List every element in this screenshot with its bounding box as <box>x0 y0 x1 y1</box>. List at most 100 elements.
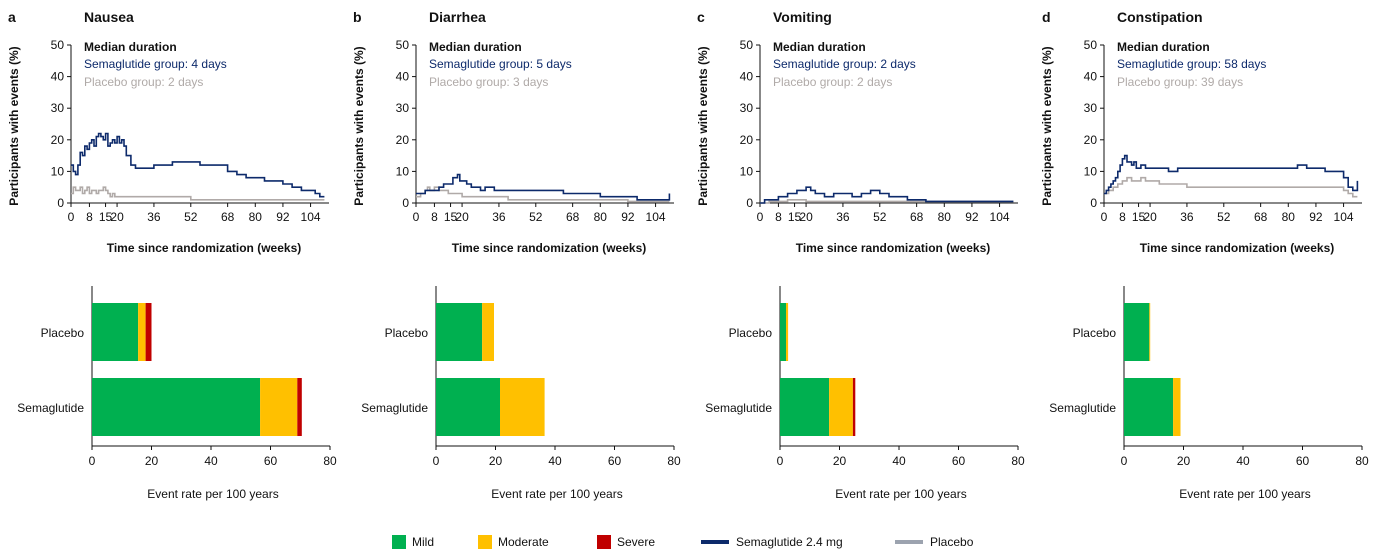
x-tick-label: 68 <box>1254 210 1268 224</box>
y-axis-title: Participants with events (%) <box>1040 46 1054 205</box>
x-tick-label: 104 <box>1334 210 1354 224</box>
median-duration-heading: Median duration <box>429 40 522 54</box>
bar-segment-moderate <box>1173 378 1181 436</box>
bar-segment-severe <box>145 303 152 361</box>
y-tick-label: 0 <box>746 196 753 210</box>
median-duration-heading: Median duration <box>84 40 177 54</box>
x-tick-label: 8 <box>1119 210 1126 224</box>
bar-segment-mild <box>436 378 500 436</box>
category-label: Semaglutide <box>17 401 84 415</box>
x-tick-label: 80 <box>1011 454 1025 468</box>
x-tick-label: 80 <box>594 210 608 224</box>
median-placebo-text: Placebo group: 2 days <box>84 75 203 89</box>
legend-item-semaglutide-2-4-mg: Semaglutide 2.4 mg <box>701 535 843 549</box>
x-axis-title: Time since randomization (weeks) <box>107 241 302 255</box>
median-placebo-text: Placebo group: 39 days <box>1117 75 1243 89</box>
x-tick-label: 80 <box>1355 454 1369 468</box>
y-tick-label: 20 <box>51 133 65 147</box>
median-placebo-text: Placebo group: 3 days <box>429 75 548 89</box>
x-tick-label: 40 <box>892 454 906 468</box>
bar-panel-a: 0 20 40 60 80 Event rate per 100 years Placebo… <box>17 286 337 501</box>
x-tick-label: 20 <box>489 454 503 468</box>
category-label: Semaglutide <box>361 401 428 415</box>
semaglutide-line <box>1104 154 1359 195</box>
category-label: Placebo <box>41 326 85 340</box>
x-tick-label: 15 <box>99 210 113 224</box>
x-axis-title: Time since randomization (weeks) <box>796 241 991 255</box>
bar-segment-mild <box>780 303 786 361</box>
y-tick-label: 10 <box>740 164 754 178</box>
x-tick-label: 40 <box>204 454 218 468</box>
bar-segment-severe <box>297 378 302 436</box>
bar-segment-moderate <box>786 303 789 361</box>
y-axis-title: Participants with events (%) <box>7 46 21 205</box>
x-tick-label: 15 <box>1132 210 1146 224</box>
y-tick-label: 0 <box>1090 196 1097 210</box>
x-tick-label: 80 <box>667 454 681 468</box>
panel-label: d <box>1042 9 1051 25</box>
x-tick-label: 52 <box>873 210 887 224</box>
y-tick-label: 10 <box>396 164 410 178</box>
bar-panel-d: 0 20 40 60 80 Event rate per 100 years Placebo… <box>1049 286 1369 501</box>
bar-segment-mild <box>1124 303 1150 361</box>
y-tick-label: 50 <box>1084 38 1098 52</box>
legend-swatch <box>392 535 406 549</box>
category-label: Placebo <box>385 326 429 340</box>
y-tick-label: 50 <box>396 38 410 52</box>
y-axis-title: Participants with events (%) <box>352 46 366 205</box>
y-tick-label: 40 <box>51 70 65 84</box>
x-tick-label: 0 <box>433 454 440 468</box>
legend-label: Semaglutide 2.4 mg <box>736 535 843 549</box>
x-tick-label: 36 <box>836 210 850 224</box>
y-tick-label: 0 <box>57 196 64 210</box>
category-label: Placebo <box>1073 326 1117 340</box>
y-tick-label: 0 <box>402 196 409 210</box>
bar-segment-moderate <box>500 378 545 436</box>
x-tick-label: 104 <box>646 210 666 224</box>
x-tick-label: 15 <box>444 210 458 224</box>
legend: Mild Moderate Severe Semaglutide 2.4 mg Plac… <box>392 535 974 549</box>
panel-label: c <box>697 9 705 25</box>
x-tick-label: 68 <box>221 210 235 224</box>
legend-swatch <box>478 535 492 549</box>
y-tick-label: 10 <box>51 164 65 178</box>
bar-segment-mild <box>436 303 483 361</box>
x-tick-label: 40 <box>548 454 562 468</box>
y-tick-label: 10 <box>1084 164 1098 178</box>
x-tick-label: 0 <box>413 210 420 224</box>
semaglutide-line <box>71 132 325 198</box>
x-tick-label: 60 <box>264 454 278 468</box>
x-tick-label: 80 <box>938 210 952 224</box>
median-placebo-text: Placebo group: 2 days <box>773 75 892 89</box>
x-tick-label: 20 <box>1143 210 1157 224</box>
x-tick-label: 68 <box>566 210 580 224</box>
x-tick-label: 0 <box>89 454 96 468</box>
x-tick-label: 8 <box>775 210 782 224</box>
bar-segment-mild <box>780 378 830 436</box>
x-tick-label: 60 <box>952 454 966 468</box>
median-semaglutide-text: Semaglutide group: 58 days <box>1117 57 1266 71</box>
x-tick-label: 104 <box>990 210 1010 224</box>
legend-item-mild: Mild <box>392 535 434 549</box>
y-tick-label: 40 <box>740 70 754 84</box>
bar-segment-mild <box>1124 378 1174 436</box>
panel-title: Constipation <box>1117 9 1203 25</box>
y-tick-label: 30 <box>51 101 65 115</box>
legend-line-swatch <box>895 540 923 544</box>
x-tick-label: 52 <box>529 210 543 224</box>
legend-label: Placebo <box>930 535 974 549</box>
x-tick-label: 0 <box>1101 210 1108 224</box>
median-semaglutide-text: Semaglutide group: 2 days <box>773 57 916 71</box>
bar-panel-b: 0 20 40 60 80 Event rate per 100 years Placebo… <box>361 286 681 501</box>
panel-title: Diarrhea <box>429 9 486 25</box>
legend-label: Severe <box>617 535 655 549</box>
semaglutide-line <box>416 173 671 201</box>
panel-title: Nausea <box>84 9 134 25</box>
x-tick-label: 60 <box>1296 454 1310 468</box>
x-tick-label: 8 <box>431 210 438 224</box>
x-tick-label: 0 <box>777 454 784 468</box>
bar-panel-c: 0 20 40 60 80 Event rate per 100 years Placebo… <box>705 286 1025 501</box>
x-tick-label: 92 <box>965 210 979 224</box>
